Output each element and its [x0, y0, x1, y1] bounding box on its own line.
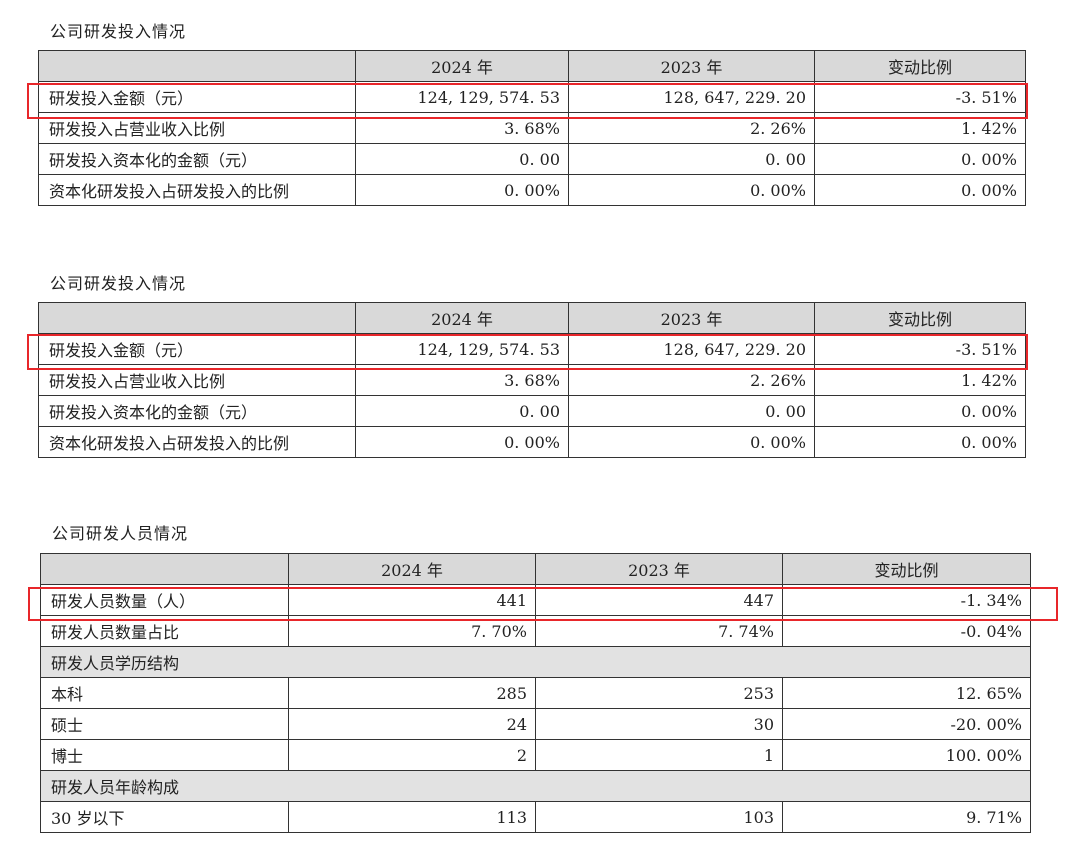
cell-2024: 2	[288, 739, 536, 771]
row-label: 硕士	[40, 708, 289, 740]
cell-2023: 103	[535, 801, 783, 833]
table-row: 研发人员数量占比 7. 70% 7. 74% -0. 04%	[40, 615, 1031, 647]
rd-investment-table-1: 2024 年 2023 年 变动比例 研发投入金额（元） 124, 129, 5…	[38, 50, 1026, 206]
table-1-title: 公司研发投入情况	[50, 22, 187, 41]
header-row: 2024 年 2023 年 变动比例	[40, 553, 1031, 585]
cell-2023: 0. 00	[568, 143, 815, 175]
cell-2023: 30	[535, 708, 783, 740]
row-label: 资本化研发投入占研发投入的比例	[38, 426, 356, 458]
cell-change: -1. 34%	[782, 584, 1031, 616]
cell-2023: 128, 647, 229. 20	[568, 333, 815, 365]
cell-2024: 7. 70%	[288, 615, 536, 647]
table-row: 研发投入资本化的金额（元） 0. 00 0. 00 0. 00%	[38, 395, 1026, 427]
cell-change: 0. 00%	[814, 395, 1026, 427]
row-label: 研发投入占营业收入比例	[38, 112, 356, 144]
table-row: 30 岁以下 113 103 9. 71%	[40, 801, 1031, 833]
cell-change: -20. 00%	[782, 708, 1031, 740]
group-row: 研发人员学历结构	[40, 646, 1031, 678]
cell-2024: 124, 129, 574. 53	[355, 81, 569, 113]
header-blank	[40, 553, 289, 585]
cell-change: 0. 00%	[814, 426, 1026, 458]
cell-2023: 128, 647, 229. 20	[568, 81, 815, 113]
table-row: 资本化研发投入占研发投入的比例 0. 00% 0. 00% 0. 00%	[38, 426, 1026, 458]
table-row: 研发人员数量（人） 441 447 -1. 34%	[40, 584, 1031, 616]
header-2023: 2023 年	[568, 50, 815, 82]
table-row: 硕士 24 30 -20. 00%	[40, 708, 1031, 740]
cell-2024: 285	[288, 677, 536, 709]
cell-change: 1. 42%	[814, 364, 1026, 396]
row-label: 研发投入金额（元）	[38, 333, 356, 365]
table-row: 研发投入金额（元） 124, 129, 574. 53 128, 647, 22…	[38, 81, 1026, 113]
row-label: 本科	[40, 677, 289, 709]
table-row: 研发投入占营业收入比例 3. 68% 2. 26% 1. 42%	[38, 364, 1026, 396]
row-label: 研发投入金额（元）	[38, 81, 356, 113]
cell-2023: 1	[535, 739, 783, 771]
cell-change: -0. 04%	[782, 615, 1031, 647]
row-label: 博士	[40, 739, 289, 771]
cell-change: -3. 51%	[814, 81, 1026, 113]
header-row: 2024 年 2023 年 变动比例	[38, 50, 1026, 82]
cell-change: 9. 71%	[782, 801, 1031, 833]
cell-change: 100. 00%	[782, 739, 1031, 771]
header-change: 变动比例	[814, 302, 1026, 334]
table-row: 研发投入资本化的金额（元） 0. 00 0. 00 0. 00%	[38, 143, 1026, 175]
cell-2023: 447	[535, 584, 783, 616]
header-2024: 2024 年	[355, 302, 569, 334]
header-2024: 2024 年	[288, 553, 536, 585]
header-blank	[38, 302, 356, 334]
row-label: 研发投入资本化的金额（元）	[38, 143, 356, 175]
cell-2024: 0. 00%	[355, 174, 569, 206]
group-label: 研发人员学历结构	[40, 646, 1031, 678]
row-label: 研发投入占营业收入比例	[38, 364, 356, 396]
cell-2024: 0. 00	[355, 395, 569, 427]
cell-change: 0. 00%	[814, 143, 1026, 175]
header-row: 2024 年 2023 年 变动比例	[38, 302, 1026, 334]
table-3-title: 公司研发人员情况	[52, 524, 189, 543]
row-label: 研发人员数量占比	[40, 615, 289, 647]
group-row: 研发人员年龄构成	[40, 770, 1031, 802]
cell-2023: 2. 26%	[568, 112, 815, 144]
cell-2023: 7. 74%	[535, 615, 783, 647]
cell-change: 0. 00%	[814, 174, 1026, 206]
row-label: 研发人员数量（人）	[40, 584, 289, 616]
header-2024: 2024 年	[355, 50, 569, 82]
cell-2023: 0. 00	[568, 395, 815, 427]
header-change: 变动比例	[782, 553, 1031, 585]
table-row: 博士 2 1 100. 00%	[40, 739, 1031, 771]
header-2023: 2023 年	[535, 553, 783, 585]
cell-2023: 2. 26%	[568, 364, 815, 396]
header-blank	[38, 50, 356, 82]
cell-2024: 113	[288, 801, 536, 833]
cell-2024: 3. 68%	[355, 364, 569, 396]
table-row: 资本化研发投入占研发投入的比例 0. 00% 0. 00% 0. 00%	[38, 174, 1026, 206]
cell-2024: 0. 00%	[355, 426, 569, 458]
table-2-title: 公司研发投入情况	[50, 274, 187, 293]
cell-2024: 124, 129, 574. 53	[355, 333, 569, 365]
cell-2023: 0. 00%	[568, 426, 815, 458]
cell-2024: 0. 00	[355, 143, 569, 175]
rd-personnel-table: 2024 年 2023 年 变动比例 研发人员数量（人） 441 447 -1.…	[40, 553, 1031, 833]
row-label: 资本化研发投入占研发投入的比例	[38, 174, 356, 206]
header-2023: 2023 年	[568, 302, 815, 334]
row-label: 研发投入资本化的金额（元）	[38, 395, 356, 427]
header-change: 变动比例	[814, 50, 1026, 82]
rd-investment-table-2: 2024 年 2023 年 变动比例 研发投入金额（元） 124, 129, 5…	[38, 302, 1026, 458]
cell-2023: 253	[535, 677, 783, 709]
group-label: 研发人员年龄构成	[40, 770, 1031, 802]
cell-2024: 3. 68%	[355, 112, 569, 144]
row-label: 30 岁以下	[40, 801, 289, 833]
table-row: 研发投入占营业收入比例 3. 68% 2. 26% 1. 42%	[38, 112, 1026, 144]
cell-change: 12. 65%	[782, 677, 1031, 709]
cell-2023: 0. 00%	[568, 174, 815, 206]
table-row: 本科 285 253 12. 65%	[40, 677, 1031, 709]
cell-2024: 24	[288, 708, 536, 740]
cell-change: 1. 42%	[814, 112, 1026, 144]
table-row: 研发投入金额（元） 124, 129, 574. 53 128, 647, 22…	[38, 333, 1026, 365]
cell-2024: 441	[288, 584, 536, 616]
cell-change: -3. 51%	[814, 333, 1026, 365]
